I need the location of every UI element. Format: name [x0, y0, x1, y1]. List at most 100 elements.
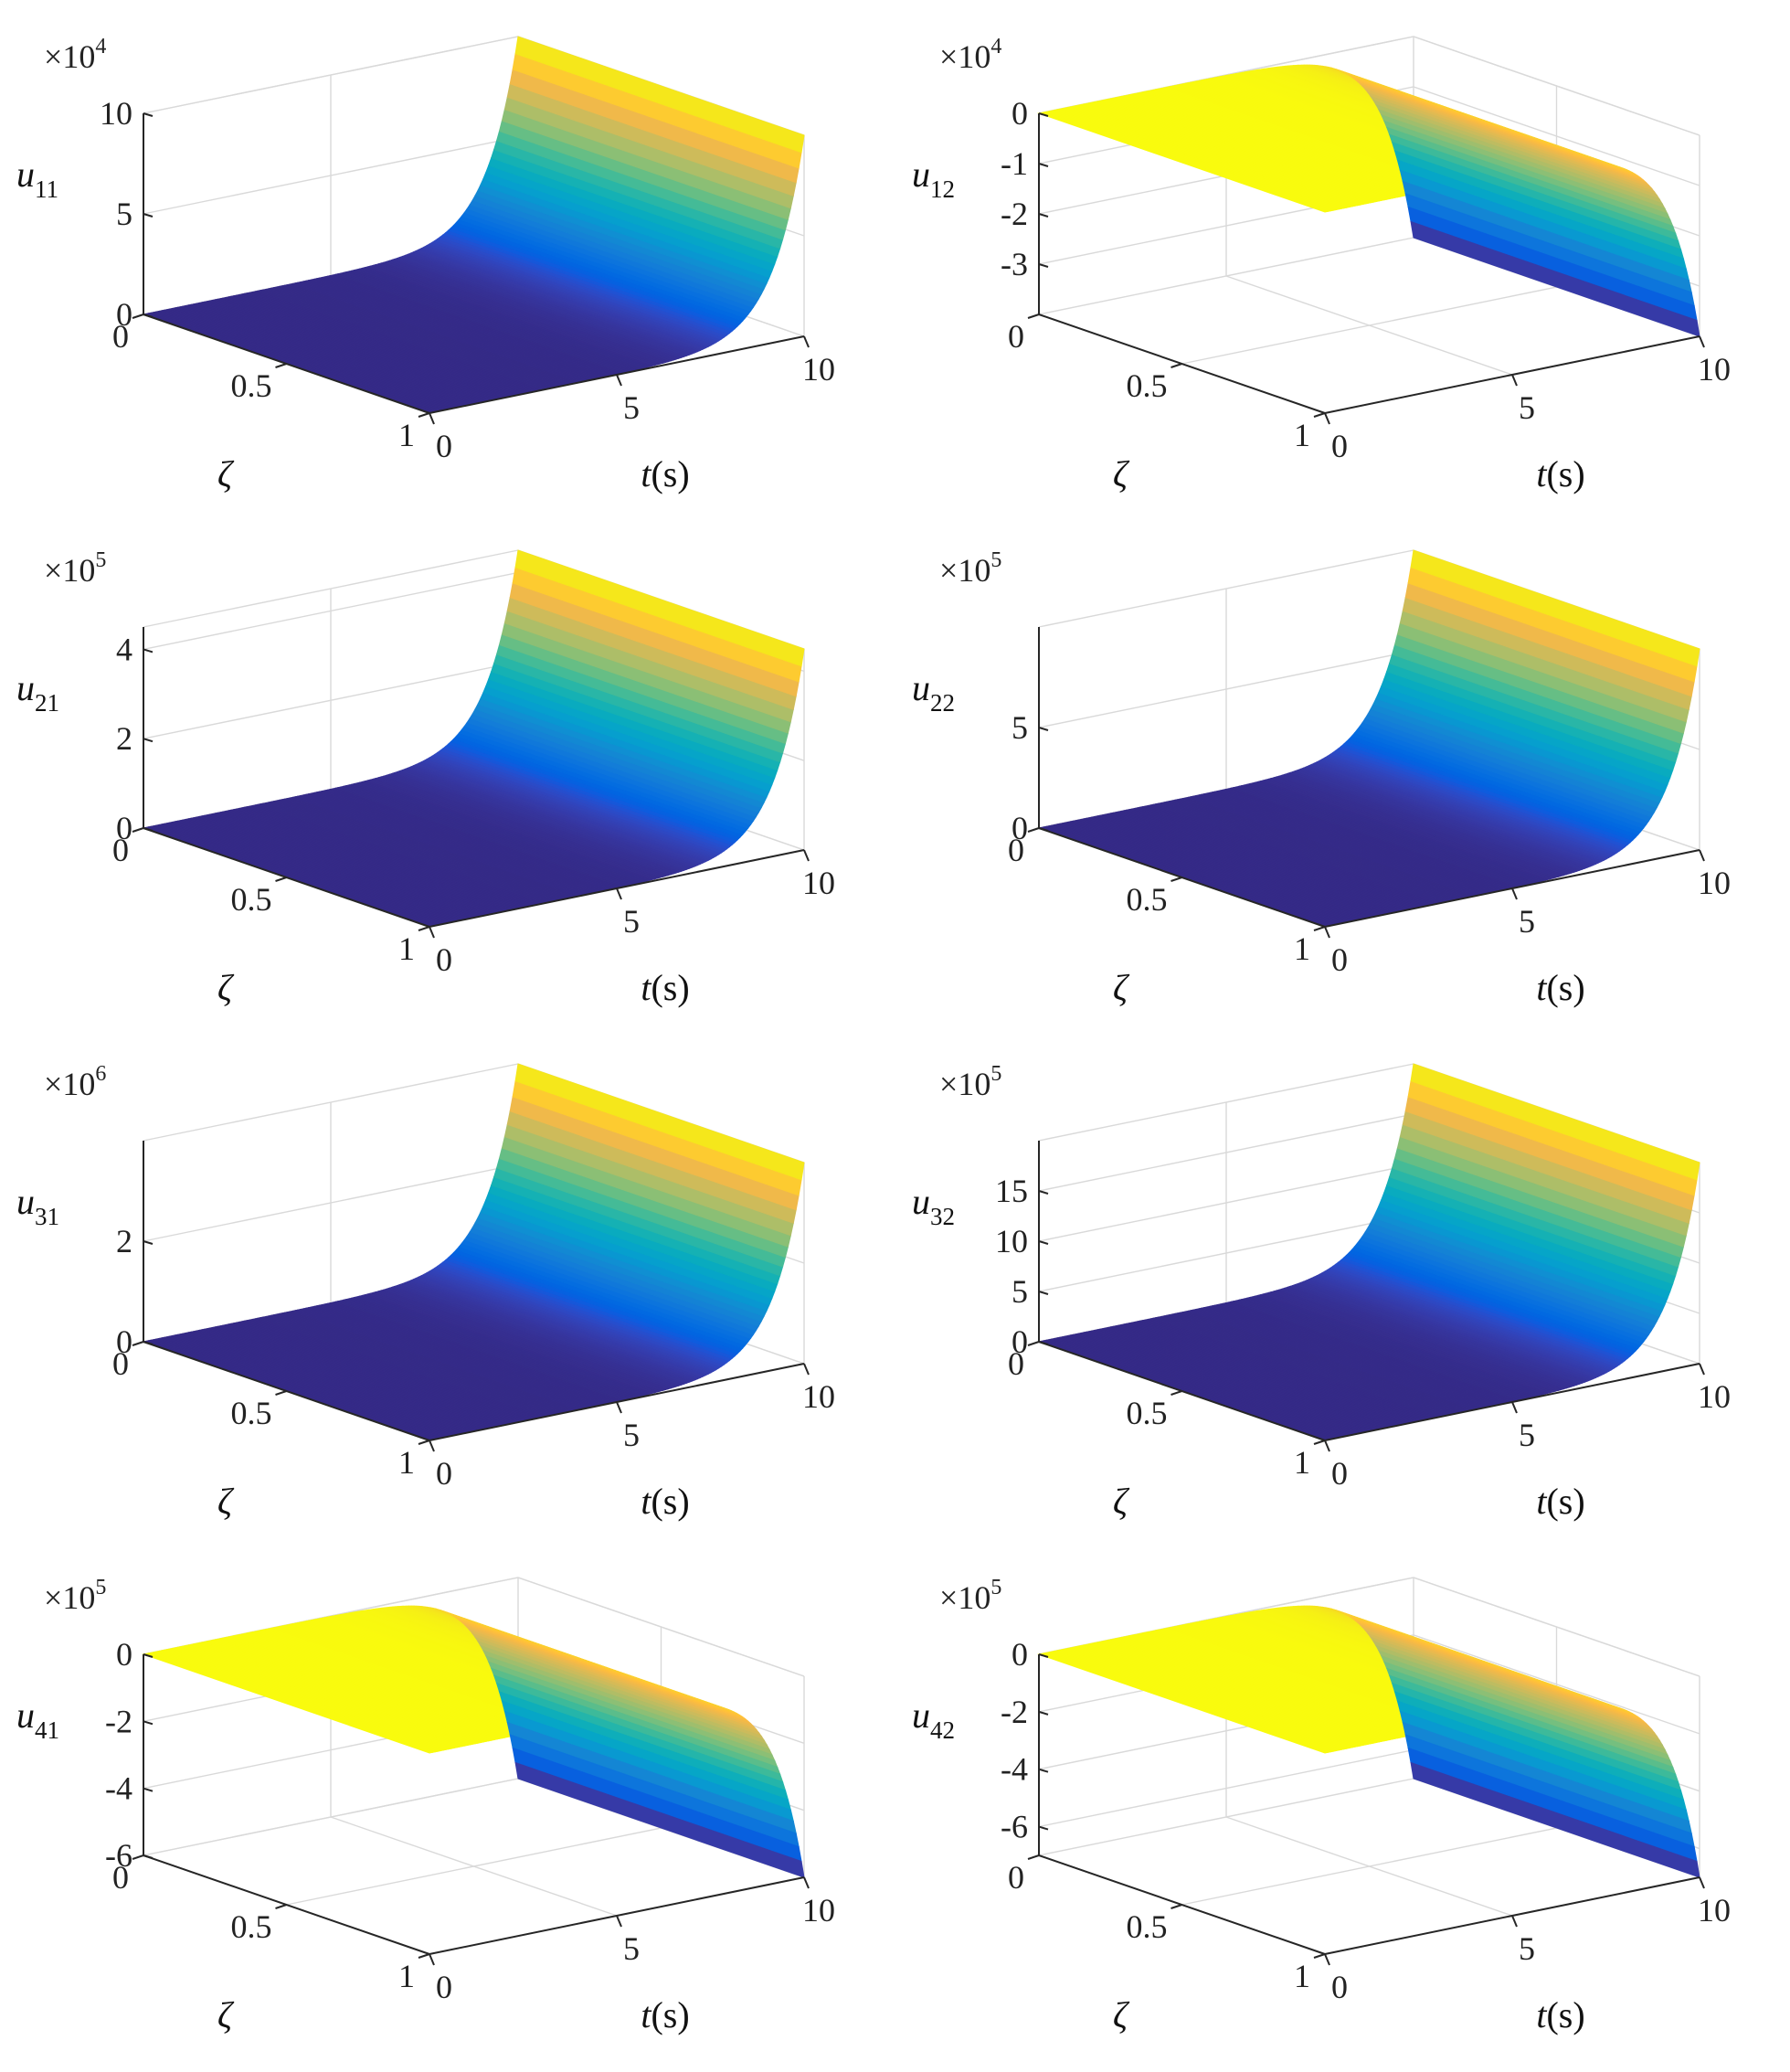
zeta-tick-label: 0.5 — [231, 1395, 272, 1431]
zeta-tick-label: 0 — [112, 1345, 129, 1382]
z-axis-label-subscript: 22 — [930, 689, 955, 717]
z-tick-mark — [143, 112, 154, 117]
zeta-axis-label: ζ — [1113, 453, 1130, 494]
z-axis-label: u11 — [16, 154, 58, 203]
exponent-power: 4 — [95, 35, 106, 58]
surface-mesh — [142, 1063, 805, 1441]
t-tick-mark — [429, 926, 435, 939]
z-tick-mark — [1038, 163, 1049, 167]
zeta-tick-mark — [1170, 363, 1182, 368]
z-tick-mark — [143, 1787, 154, 1792]
z-tick-label: 5 — [116, 196, 132, 232]
zeta-tick-label: 0.5 — [231, 881, 272, 918]
zeta-tick-label: 1 — [398, 930, 415, 967]
exponent-power: 5 — [95, 1576, 106, 1599]
z-tick-label: 0 — [1012, 95, 1028, 132]
exponent-power: 4 — [990, 35, 1001, 58]
surface-strip — [514, 36, 805, 154]
z-tick-label: 0 — [116, 296, 132, 333]
z-tick-label: -2 — [1001, 196, 1028, 232]
t-axis-label: t(s) — [641, 967, 689, 1008]
t-tick-label: 0 — [436, 1969, 452, 2005]
exponent-times: × — [939, 552, 958, 589]
t-axis-label-unit: (s) — [651, 1481, 689, 1522]
zeta-tick-mark — [418, 412, 430, 418]
t-tick-label: 0 — [1331, 1969, 1348, 2005]
z-axis-label-letter: u — [912, 667, 930, 708]
zeta-tick-mark — [1027, 827, 1040, 833]
zeta-tick-label: 0.5 — [1127, 1395, 1168, 1431]
exponent-base: 10 — [958, 1066, 990, 1102]
surface-mesh — [1037, 64, 1700, 337]
z-tick-label: 2 — [116, 1223, 132, 1259]
t-tick-mark — [803, 335, 810, 348]
exponent-times: × — [44, 1066, 62, 1102]
surface-strip — [1410, 1063, 1700, 1181]
zeta-tick-label: 0.5 — [1127, 1908, 1168, 1945]
t-axis-label-var: t — [1536, 1994, 1547, 2035]
z-tick-mark — [1038, 1768, 1049, 1773]
t-axis-label-unit: (s) — [651, 967, 689, 1008]
t-tick-mark — [429, 1953, 435, 1966]
t-axis-label-var: t — [641, 453, 651, 494]
exponent-label: ×105 — [44, 548, 106, 589]
t-tick-label: 0 — [436, 428, 452, 464]
exponent-label: ×105 — [939, 1062, 1001, 1102]
t-axis-label: t(s) — [1536, 967, 1584, 1008]
t-tick-mark — [803, 849, 810, 862]
z-axis-label: u12 — [912, 154, 955, 203]
zeta-tick-label: 0.5 — [231, 367, 272, 404]
z-tick-label: -6 — [1001, 1809, 1028, 1845]
z-tick-mark — [1038, 727, 1049, 731]
z-tick-mark — [143, 1653, 154, 1658]
z-tick-label: 0 — [116, 1636, 132, 1673]
zeta-tick-label: 0 — [1008, 318, 1024, 355]
t-tick-label: 10 — [1698, 865, 1731, 901]
z-axis-label-letter: u — [912, 154, 930, 195]
z-tick-label: 0 — [116, 810, 132, 846]
t-axis-label-var: t — [641, 1481, 651, 1522]
z-tick-mark — [143, 1240, 154, 1245]
zeta-tick-mark — [1027, 313, 1040, 319]
t-axis-label-var: t — [1536, 453, 1547, 494]
exponent-power: 5 — [990, 548, 1001, 572]
t-axis-label: t(s) — [641, 1481, 689, 1522]
zeta-tick-mark — [1313, 1440, 1326, 1445]
zeta-axis-label: ζ — [217, 967, 235, 1008]
z-axis-label: u42 — [912, 1695, 955, 1744]
zeta-tick-label: 1 — [1294, 930, 1310, 967]
surface-mesh — [1037, 1063, 1700, 1441]
t-tick-label: 0 — [1331, 941, 1348, 978]
exponent-label: ×105 — [939, 1576, 1001, 1616]
exponent-label: ×105 — [44, 1576, 106, 1616]
z-tick-mark — [143, 1854, 154, 1859]
t-tick-mark — [616, 374, 622, 387]
t-tick-label: 10 — [1698, 1378, 1731, 1415]
surface-mesh — [142, 1605, 805, 1878]
exponent-power: 6 — [95, 1062, 106, 1086]
t-tick-mark — [1324, 412, 1330, 425]
zeta-tick-label: 0 — [112, 318, 129, 355]
z-tick-label: -1 — [1001, 145, 1028, 182]
exponent-label: ×106 — [44, 1062, 106, 1102]
z-axis-label-letter: u — [16, 154, 35, 195]
z-axis-label: u31 — [16, 1181, 59, 1230]
exponent-base: 10 — [62, 38, 95, 75]
zeta-tick-label: 1 — [1294, 417, 1310, 453]
z-tick-label: 4 — [116, 631, 132, 667]
t-tick-label: 10 — [1698, 1892, 1731, 1929]
zeta-tick-label: 1 — [1294, 1444, 1310, 1481]
z-axis-label: u32 — [912, 1181, 955, 1230]
z-tick-mark — [1038, 1710, 1049, 1716]
zeta-tick-label: 1 — [398, 1444, 415, 1481]
t-tick-label: 5 — [623, 903, 640, 940]
t-tick-mark — [1699, 1876, 1705, 1889]
z-axis-label-subscript: 11 — [35, 175, 58, 203]
t-tick-label: 5 — [623, 1930, 640, 1967]
zeta-tick-mark — [275, 363, 287, 368]
t-tick-mark — [616, 887, 622, 900]
t-axis-label: t(s) — [1536, 1994, 1584, 2035]
